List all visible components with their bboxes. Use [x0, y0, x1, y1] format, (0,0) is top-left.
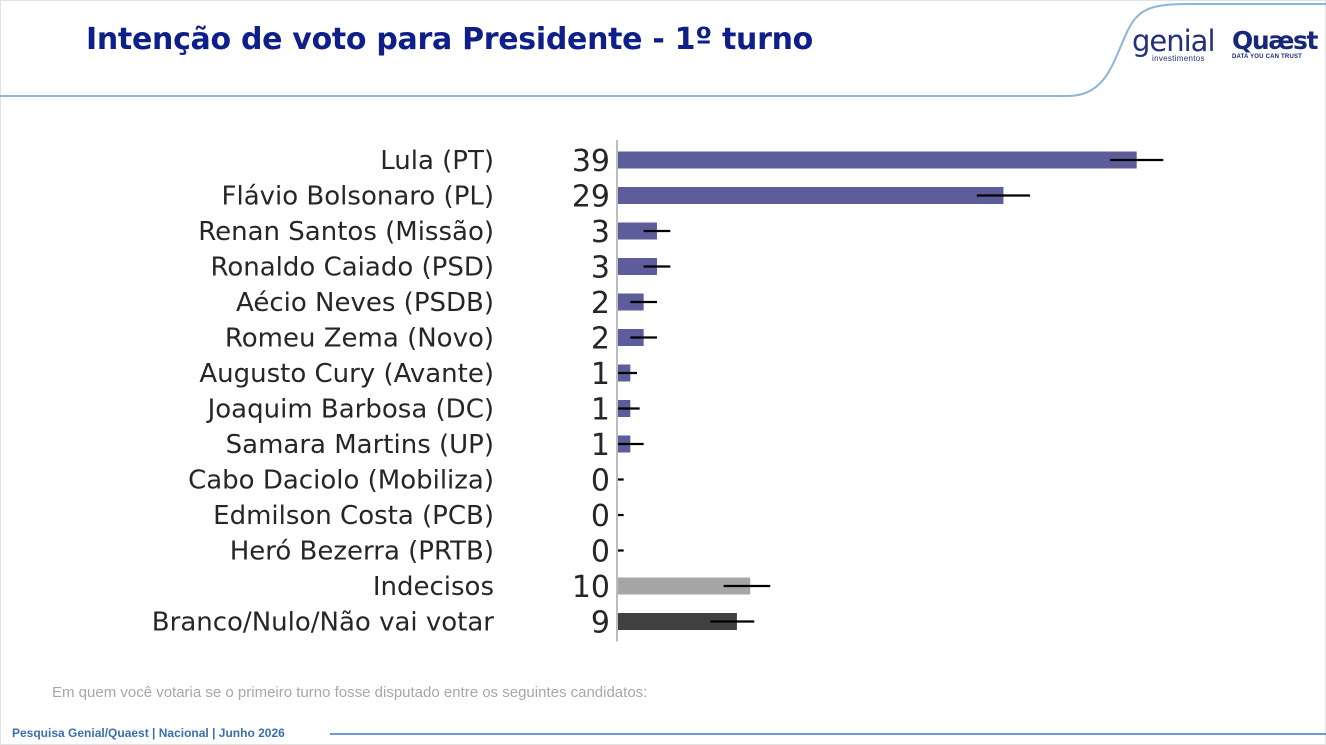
bar [617, 258, 657, 275]
source-label: Pesquisa Genial/Quaest | Nacional | Junh… [12, 726, 285, 740]
category-label: Samara Martins (UP) [226, 430, 494, 460]
genial-logo: genial investimentos [1132, 24, 1216, 63]
category-label: Renan Santos (Missão) [198, 217, 494, 247]
data-label: 3 [591, 251, 610, 286]
data-label: 2 [591, 322, 610, 357]
data-label: 0 [591, 535, 610, 570]
category-label: Cabo Daciolo (Mobiliza) [188, 466, 494, 496]
data-label: 0 [591, 499, 610, 534]
bar [617, 187, 1004, 204]
header-logos: genial investimentos Quæst DATA YOU CAN … [1128, 24, 1320, 70]
data-label: 1 [591, 428, 610, 463]
category-label: Edmilson Costa (PCB) [213, 501, 494, 531]
category-label: Lula (PT) [380, 146, 494, 176]
category-label: Aécio Neves (PSDB) [236, 288, 494, 318]
data-label: 29 [572, 180, 610, 215]
category-label: Romeu Zema (Novo) [225, 324, 494, 354]
genial-logo-word: genial [1132, 24, 1216, 58]
footer-divider-line [330, 733, 1326, 735]
footnote: Em quem você votaria se o primeiro turno… [52, 684, 648, 701]
category-label: Heró Bezerra (PRTB) [230, 537, 494, 567]
genial-logo-sub: investimentos [1152, 54, 1205, 63]
quaest-logo: Quæst DATA YOU CAN TRUST [1232, 26, 1318, 60]
data-label: 10 [572, 570, 610, 605]
data-label: 3 [591, 215, 610, 250]
data-label: 1 [591, 357, 610, 392]
category-label: Indecisos [373, 572, 494, 602]
data-label: 0 [591, 464, 610, 499]
quaest-logo-word: Quæst [1232, 26, 1318, 55]
category-label: Ronaldo Caiado (PSD) [210, 253, 494, 283]
quaest-logo-sub: DATA YOU CAN TRUST [1232, 54, 1303, 60]
category-label: Joaquim Barbosa (DC) [206, 395, 494, 425]
header-divider-line [0, 3, 1326, 97]
category-label: Augusto Cury (Avante) [199, 359, 494, 389]
bar [617, 151, 1137, 169]
data-label: 39 [572, 144, 610, 179]
bar [617, 222, 657, 240]
data-label: 9 [591, 606, 610, 641]
data-label: 1 [591, 393, 610, 428]
bar [617, 613, 737, 630]
bar [617, 577, 751, 595]
data-label: 2 [591, 286, 610, 321]
page-title: Intenção de voto para Presidente - 1º tu… [86, 22, 813, 57]
category-label: Flávio Bolsonaro (PL) [222, 182, 494, 212]
category-label: Branco/Nulo/Não vai votar [152, 608, 495, 638]
